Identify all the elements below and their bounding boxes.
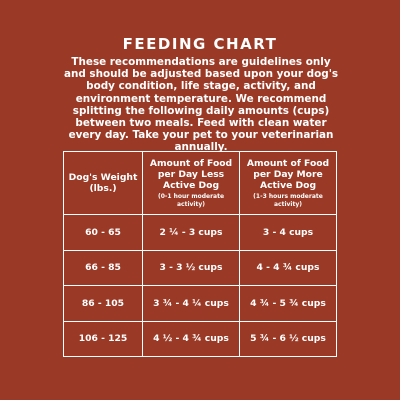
- table-row: 60 - 65 2 ¼ - 3 cups 3 - 4 cups: [63, 214, 337, 251]
- weight-cell: 106 - 125: [63, 320, 143, 357]
- header-less-active-label: Amount of Food per Day Less Active Dog: [149, 157, 233, 191]
- header-weight: Dog's Weight (lbs.): [63, 151, 143, 215]
- table-row: 106 - 125 4 ½ - 4 ¾ cups 5 ¾ - 6 ½ cups: [63, 320, 337, 357]
- header-less-active-note: (0-1 hour moderate activity): [157, 192, 225, 208]
- less-active-cell: 3 ¾ - 4 ¼ cups: [142, 285, 240, 322]
- feeding-table: Dog's Weight (lbs.) Amount of Food per D…: [63, 151, 337, 357]
- weight-cell: 60 - 65: [63, 214, 143, 251]
- more-active-cell: 4 - 4 ¾ cups: [239, 249, 337, 286]
- page-title: FEEDING CHART: [122, 35, 278, 53]
- header-weight-label: Dog's Weight (lbs.): [68, 172, 138, 194]
- weight-cell: 66 - 85: [63, 249, 143, 286]
- table-header-row: Dog's Weight (lbs.) Amount of Food per D…: [63, 151, 337, 215]
- less-active-cell: 4 ½ - 4 ¾ cups: [142, 320, 240, 357]
- less-active-cell: 2 ¼ - 3 cups: [142, 214, 240, 251]
- weight-cell: 86 - 105: [63, 285, 143, 322]
- more-active-cell: 5 ¾ - 6 ½ cups: [239, 320, 337, 357]
- less-active-cell: 3 - 3 ½ cups: [142, 249, 240, 286]
- header-less-active: Amount of Food per Day Less Active Dog (…: [142, 151, 240, 215]
- header-more-active-note: (1-3 hours moderate activity): [253, 192, 323, 208]
- header-more-active-label: Amount of Food per Day More Active Dog: [246, 157, 330, 191]
- header-more-active: Amount of Food per Day More Active Dog (…: [239, 151, 337, 215]
- table-row: 66 - 85 3 - 3 ½ cups 4 - 4 ¾ cups: [63, 249, 337, 286]
- more-active-cell: 3 - 4 cups: [239, 214, 337, 251]
- table-row: 86 - 105 3 ¾ - 4 ¼ cups 4 ¾ - 5 ¾ cups: [63, 285, 337, 322]
- more-active-cell: 4 ¾ - 5 ¾ cups: [239, 285, 337, 322]
- intro-paragraph: These recommendations are guidelines onl…: [63, 56, 339, 154]
